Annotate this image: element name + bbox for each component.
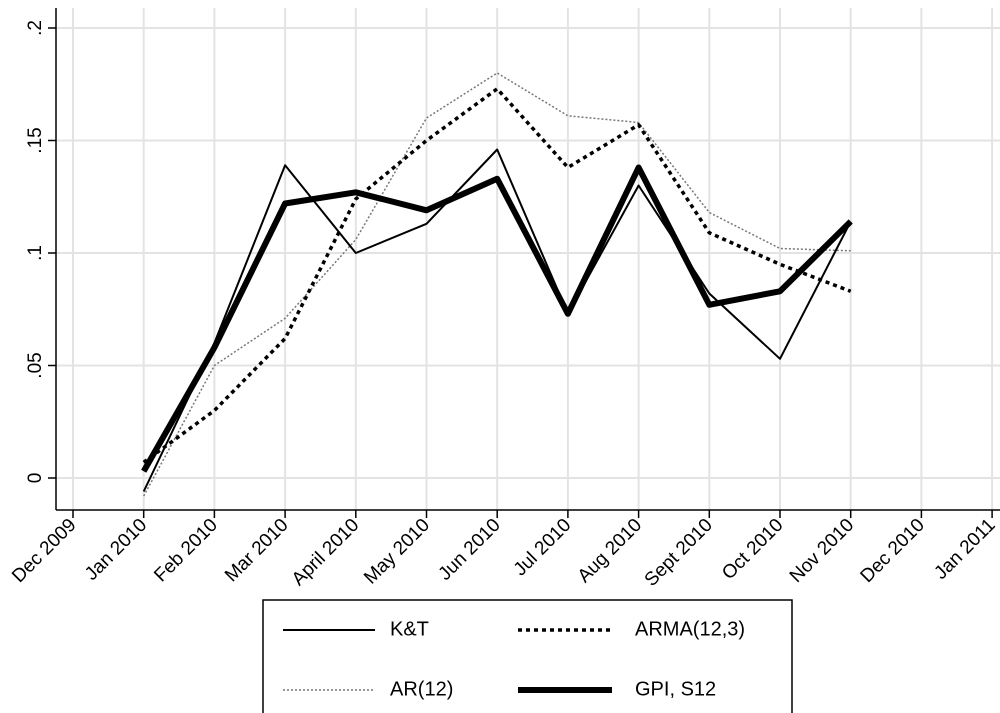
x-tick-label: Jun 2010 bbox=[435, 515, 505, 585]
legend-label-ar-12: AR(12) bbox=[390, 678, 453, 700]
y-tick-label: .1 bbox=[25, 245, 46, 261]
y-tick-label: 0 bbox=[25, 473, 46, 484]
y-tick-label: .15 bbox=[25, 127, 46, 153]
legend-label-k-t: K&T bbox=[390, 618, 429, 640]
x-tick-label: Jan 2010 bbox=[81, 515, 151, 585]
x-tick-label: Mar 2010 bbox=[221, 515, 293, 587]
legend-label-arma-12-3: ARMA(12,3) bbox=[635, 618, 745, 640]
x-tick-label: Dec 2009 bbox=[8, 515, 80, 587]
series-line-k-t bbox=[142, 148, 852, 492]
x-tick-label: Aug 2010 bbox=[574, 515, 646, 587]
x-tick-label: May 2010 bbox=[360, 515, 434, 589]
x-tick-label: Oct 2010 bbox=[718, 515, 787, 584]
y-tick-label: .05 bbox=[25, 352, 46, 378]
legend: K&T ARMA(12,3) AR(12) GPI, S12 bbox=[262, 599, 793, 713]
series-line-ar-12 bbox=[143, 72, 851, 497]
series-line-gpi-s12 bbox=[141, 164, 853, 473]
x-tick-label: Nov 2010 bbox=[786, 515, 858, 587]
series-line-arma-12-3 bbox=[142, 87, 852, 464]
series-lines bbox=[141, 72, 853, 497]
grid-lines bbox=[56, 8, 1000, 510]
x-tick-label: Jul 2010 bbox=[510, 515, 576, 581]
y-tick-label: .2 bbox=[25, 20, 46, 36]
x-tick-label: April 2010 bbox=[288, 515, 363, 590]
legend-box bbox=[262, 599, 793, 713]
x-tick-label: Feb 2010 bbox=[150, 515, 222, 587]
x-tick-label: Sept 2010 bbox=[641, 515, 717, 591]
x-tick-label: Jan 2011 bbox=[930, 515, 999, 584]
legend-label-gpi-s12: GPI, S12 bbox=[635, 678, 716, 700]
x-tick-label: Dec 2010 bbox=[857, 515, 929, 587]
